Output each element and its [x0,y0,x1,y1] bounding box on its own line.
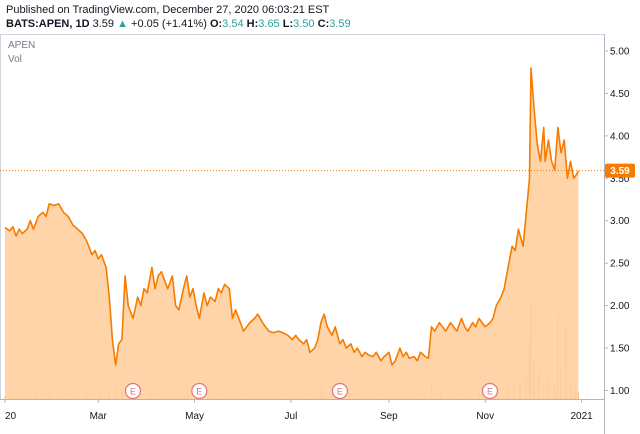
x-tick-label: Sep [380,411,398,422]
high-value: 3.65 [258,18,280,30]
x-tick-label: Jul [285,411,298,422]
y-tick-label: 5.00 [610,46,630,57]
x-tick-label: 20 [5,411,17,422]
earnings-circle [124,382,142,400]
ticker-legend: APEN [8,40,35,51]
x-tick-label: 2021 [570,411,593,422]
chart-header: Published on TradingView.com, December 2… [0,0,640,34]
close-label: C: [317,18,330,30]
y-tick-label: 3.00 [610,216,630,227]
x-axis-ticks: 20 Mar May Jul Sep Nov 2021 [4,399,593,422]
y-tick-label: 1.50 [610,344,630,355]
last-price: 3.59 [92,18,115,30]
earnings-marker[interactable]: E [481,382,499,400]
change-value: +0.05 (+1.41%) [131,18,207,30]
open-value: 3.54 [222,18,244,30]
y-tick-label: 3.50 [610,174,630,185]
low-label: L: [282,18,294,30]
y-tick-label: 4.00 [610,131,630,142]
y-tick-label: 1.00 [610,386,630,397]
price-chart[interactable]: 5.00 4.50 4.00 3.50 3.00 2.50 2.00 1.50 1.00 20 M… [0,34,640,434]
published-line: Published on TradingView.com, December 2… [6,4,330,16]
price-area [5,68,579,399]
change-arrow-icon: ▲ [117,18,128,30]
price-tag-label: 3.59 [610,166,630,177]
price-line [4,67,580,366]
y-tick-label: 2.50 [610,259,630,270]
earnings-circle [191,382,208,400]
earnings-marker[interactable]: E [191,382,208,400]
y-tick-label: 2.00 [610,301,630,312]
low-value: 3.50 [293,18,315,30]
high-label: H: [246,18,259,30]
earnings-label: E [337,387,343,397]
earnings-circle [481,382,499,400]
x-tick-label: May [185,411,204,422]
volume-bar [577,391,580,399]
earnings-circle [331,382,348,400]
earnings-marker[interactable]: E [124,382,142,400]
earnings-label: E [130,387,136,397]
earnings-label: E [196,387,202,397]
ohlc-line: BATS:APEN, 1D 3.59 ▲ +0.05 (+1.41%) O:3.… [6,18,351,30]
open-label: O: [209,18,223,30]
close-value: 3.59 [329,18,351,30]
x-tick-label: Nov [476,411,494,422]
y-tick-label: 4.50 [610,89,630,100]
y-axis-ticks: 5.00 4.50 4.00 3.50 3.00 2.50 2.00 1.50 1.00 [604,46,630,397]
price-tag-bg [605,163,635,178]
earnings-marker[interactable]: E [331,382,348,400]
symbol-label: BATS:APEN, 1D [6,18,90,30]
earnings-label: E [487,387,493,397]
last-price-tag: 3.59 [605,163,635,178]
x-tick-label: Mar [90,411,108,422]
vol-legend: Vol [8,54,22,65]
